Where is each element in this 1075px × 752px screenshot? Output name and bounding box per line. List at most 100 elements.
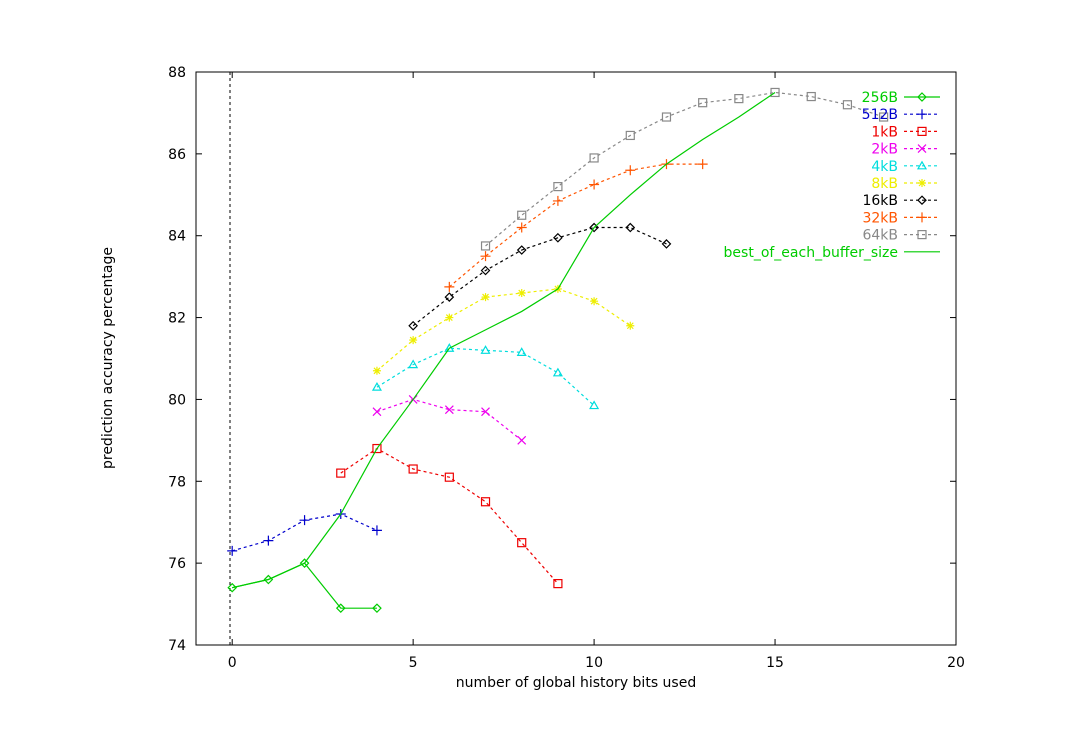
data-point	[517, 210, 527, 220]
data-point	[917, 92, 927, 102]
legend-label: 64kB	[862, 228, 898, 244]
series-32kb	[444, 159, 708, 292]
y-tick-label: 78	[168, 474, 186, 490]
y-tick-label: 84	[168, 229, 186, 245]
data-point	[806, 91, 816, 102]
series-line	[376, 398, 523, 441]
data-point	[299, 515, 310, 526]
legend-label: 4kB	[871, 159, 898, 175]
data-point	[917, 195, 927, 206]
data-point	[299, 558, 310, 568]
data-point	[917, 109, 927, 120]
data-point	[770, 87, 780, 98]
data-point	[480, 265, 491, 276]
legend-label: 256B	[862, 90, 898, 106]
series-line	[448, 163, 703, 288]
data-point	[625, 165, 636, 176]
data-point	[408, 359, 419, 369]
x-tick-label: 15	[766, 655, 784, 671]
data-point	[552, 367, 563, 377]
legend-label: 32kB	[862, 210, 898, 226]
legend-entry: 256B	[862, 90, 940, 106]
series-line	[412, 226, 667, 327]
data-point	[917, 212, 927, 223]
data-point	[516, 347, 527, 356]
data-point	[372, 366, 381, 375]
series-line	[340, 447, 559, 585]
data-point	[842, 100, 853, 110]
series-16kb	[408, 222, 672, 331]
data-point	[697, 159, 708, 170]
legend-label: 8kB	[871, 176, 898, 192]
data-point	[227, 582, 238, 593]
data-point	[444, 292, 455, 302]
series-64kb	[480, 87, 889, 251]
data-point	[409, 336, 418, 345]
series-best-of-each-buffer-size	[232, 91, 776, 589]
data-point	[481, 407, 490, 417]
series-line	[485, 91, 884, 247]
data-point	[917, 126, 927, 137]
data-point	[481, 293, 490, 302]
data-point	[917, 144, 927, 154]
data-point	[480, 345, 491, 354]
series-2kb	[372, 395, 527, 445]
data-point	[517, 289, 526, 298]
data-point	[372, 603, 382, 614]
data-point	[661, 112, 672, 122]
data-point	[589, 179, 600, 190]
data-point	[626, 321, 635, 330]
series-line	[232, 91, 776, 589]
data-point	[589, 153, 599, 163]
x-tick-label: 10	[585, 655, 603, 671]
data-point	[445, 313, 454, 322]
data-point	[444, 281, 455, 292]
series-4kb	[371, 343, 600, 410]
data-point	[408, 320, 418, 331]
data-point	[517, 538, 527, 548]
data-point	[552, 195, 563, 206]
series-512b	[227, 509, 382, 556]
series-1kb	[336, 443, 563, 589]
x-tick-label: 0	[228, 655, 237, 671]
data-point	[335, 603, 346, 614]
data-point	[661, 239, 672, 249]
data-point	[625, 130, 635, 141]
data-point	[444, 405, 454, 415]
legend-entry: 512B	[862, 107, 940, 123]
data-point	[336, 468, 346, 478]
legend-label: 16kB	[862, 193, 898, 209]
x-tick-label: 5	[409, 655, 418, 671]
data-point	[480, 251, 491, 262]
y-tick-label: 86	[168, 147, 186, 163]
data-point	[371, 381, 382, 391]
data-point	[553, 579, 563, 589]
series-line	[376, 288, 631, 372]
data-point	[553, 182, 563, 192]
series-256b	[227, 558, 382, 614]
data-point	[916, 160, 928, 170]
data-point	[480, 241, 491, 251]
data-point	[589, 400, 600, 410]
y-tick-label: 76	[168, 556, 186, 572]
data-point	[516, 222, 527, 233]
legend-entry: 16kB	[862, 193, 940, 209]
series-line	[376, 347, 595, 407]
y-axis-title: prediction accuracy percentage	[100, 247, 116, 469]
data-point	[372, 443, 382, 454]
legend-label: 1kB	[871, 124, 898, 140]
legend-entry: 64kB	[862, 228, 940, 244]
y-tick-label: 80	[168, 392, 186, 408]
y-tick-label: 88	[168, 65, 186, 81]
legend-entry: 4kB	[871, 159, 940, 175]
data-point	[263, 535, 274, 546]
data-point	[734, 94, 744, 104]
series-line	[232, 562, 377, 609]
data-point	[625, 222, 636, 233]
legend-label: 512B	[862, 107, 898, 123]
data-point	[698, 98, 708, 108]
legend-entry: 8kB	[871, 176, 940, 192]
x-axis-title: number of global history bits used	[456, 675, 696, 691]
data-point	[408, 464, 418, 474]
